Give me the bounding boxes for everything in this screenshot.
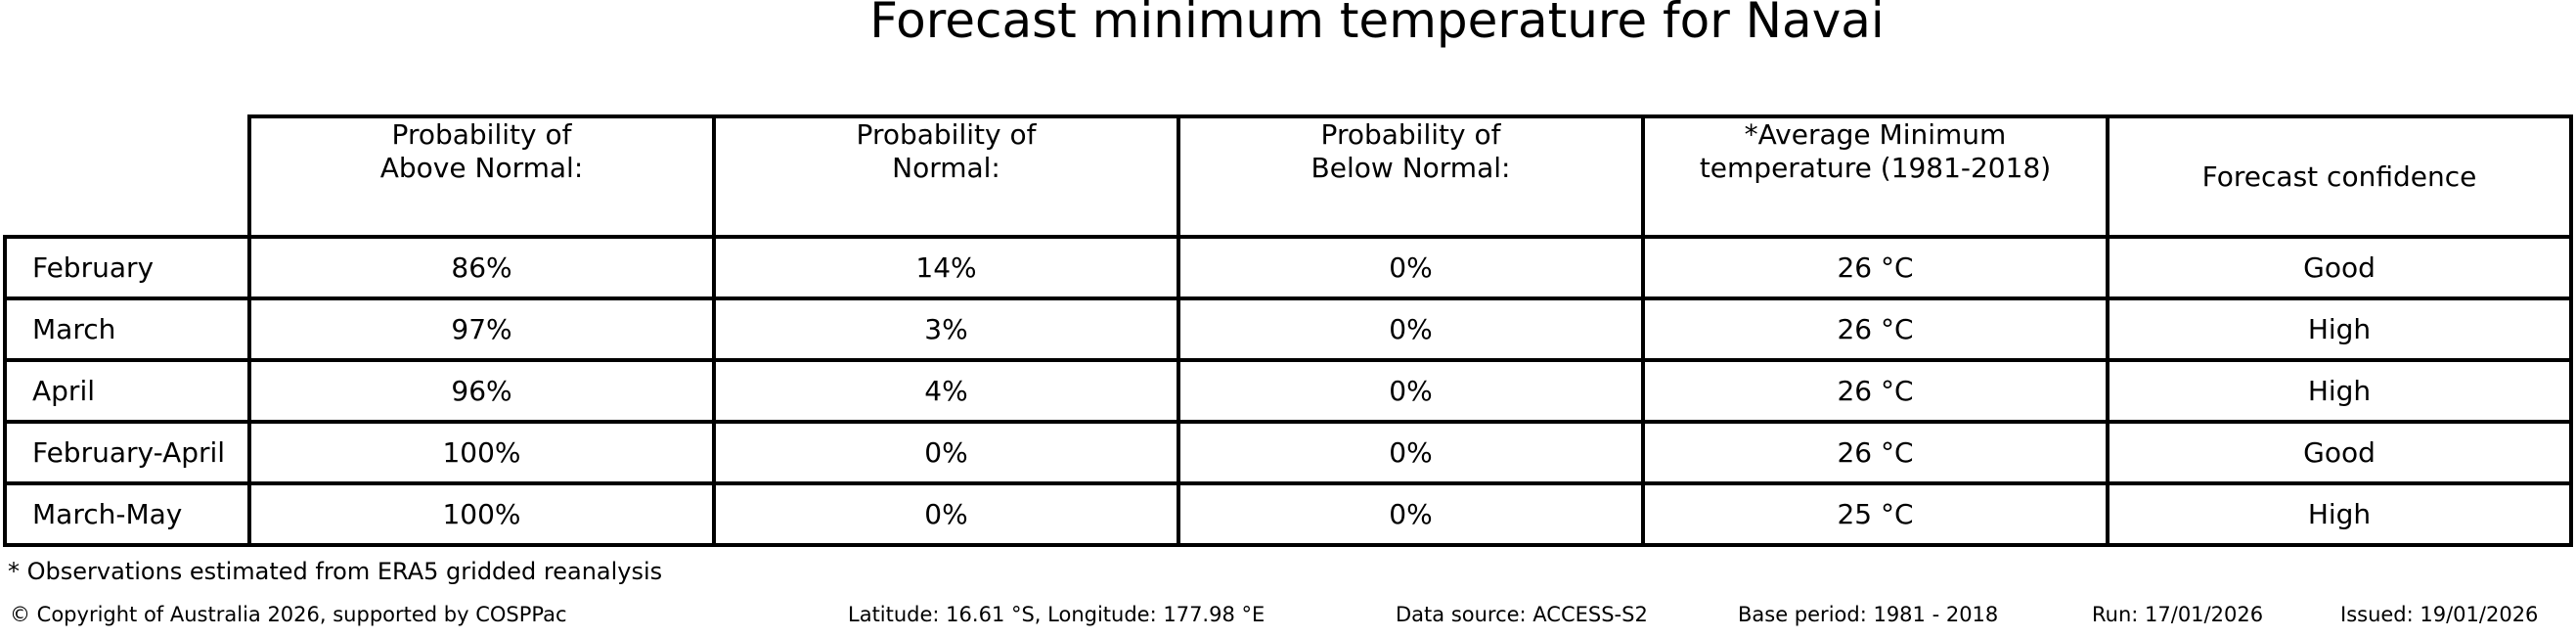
- row-label: February-April: [3, 420, 251, 485]
- cell-normal: 0%: [712, 481, 1180, 547]
- row-label: March: [3, 296, 251, 362]
- table-row-march: March 97% 3% 0% 26 °C High: [3, 296, 2573, 362]
- latitude-longitude-text: Latitude: 16.61 °S, Longitude: 177.98 °E: [848, 603, 1266, 626]
- cell-confidence: Good: [2106, 420, 2573, 485]
- observations-footnote: * Observations estimated from ERA5 gridd…: [8, 558, 663, 585]
- cell-normal: 14%: [712, 235, 1180, 300]
- cell-below-normal: 0%: [1177, 481, 1645, 547]
- cell-average-minimum: 25 °C: [1641, 481, 2110, 547]
- cell-average-minimum: 26 °C: [1641, 358, 2110, 424]
- cell-below-normal: 0%: [1177, 420, 1645, 485]
- cell-below-normal: 0%: [1177, 235, 1645, 300]
- run-date-text: Run: 17/01/2026: [2092, 603, 2264, 626]
- corner-cell: [5, 116, 249, 237]
- cell-average-minimum: 26 °C: [1641, 235, 2110, 300]
- data-source-text: Data source: ACCESS-S2: [1396, 603, 1648, 626]
- cell-confidence: High: [2106, 481, 2573, 547]
- row-label: April: [3, 358, 251, 424]
- cell-above-normal: 96%: [247, 358, 716, 424]
- page-title: Forecast minimum temperature for Navai: [869, 0, 1885, 49]
- copyright-text: © Copyright of Australia 2026, supported…: [10, 603, 567, 626]
- issued-date-text: Issued: 19/01/2026: [2340, 603, 2539, 626]
- row-label: February: [3, 235, 251, 300]
- cell-average-minimum: 26 °C: [1641, 420, 2110, 485]
- cell-confidence: High: [2106, 358, 2573, 424]
- cell-normal: 0%: [712, 420, 1180, 485]
- cell-below-normal: 0%: [1177, 358, 1645, 424]
- cell-above-normal: 100%: [247, 481, 716, 547]
- column-header-below-normal: Probability of Below Normal:: [1177, 114, 1645, 239]
- cell-below-normal: 0%: [1177, 296, 1645, 362]
- cell-above-normal: 97%: [247, 296, 716, 362]
- cell-above-normal: 86%: [247, 235, 716, 300]
- table-row-march-may: March-May 100% 0% 0% 25 °C High: [3, 481, 2573, 547]
- cell-above-normal: 100%: [247, 420, 716, 485]
- cell-average-minimum: 26 °C: [1641, 296, 2110, 362]
- cell-confidence: Good: [2106, 235, 2573, 300]
- row-label: March-May: [3, 481, 251, 547]
- column-header-normal: Probability of Normal:: [712, 114, 1180, 239]
- forecast-table: Probability of Above Normal: Probability…: [3, 114, 2573, 547]
- cell-normal: 3%: [712, 296, 1180, 362]
- table-row-april: April 96% 4% 0% 26 °C High: [3, 358, 2573, 424]
- column-header-average-minimum: *Average Minimum temperature (1981-2018): [1641, 114, 2110, 239]
- base-period-text: Base period: 1981 - 2018: [1738, 603, 1999, 626]
- column-header-above-normal: Probability of Above Normal:: [247, 114, 716, 239]
- table-row-february-april: February-April 100% 0% 0% 26 °C Good: [3, 420, 2573, 485]
- table-header-row: Probability of Above Normal: Probability…: [5, 114, 2573, 239]
- table-row-february: February 86% 14% 0% 26 °C Good: [3, 235, 2573, 300]
- column-header-forecast-confidence: Forecast confidence: [2106, 114, 2573, 239]
- cell-normal: 4%: [712, 358, 1180, 424]
- cell-confidence: High: [2106, 296, 2573, 362]
